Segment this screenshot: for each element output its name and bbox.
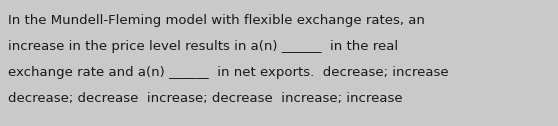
Text: exchange rate and a(n) ______  in net exports.  decrease; increase: exchange rate and a(n) ______ in net exp… — [8, 66, 449, 79]
Text: decrease; decrease  increase; decrease  increase; increase: decrease; decrease increase; decrease in… — [8, 92, 403, 105]
Text: increase in the price level results in a(n) ______  in the real: increase in the price level results in a… — [8, 40, 398, 53]
Text: In the Mundell-Fleming model with flexible exchange rates, an: In the Mundell-Fleming model with flexib… — [8, 14, 425, 27]
